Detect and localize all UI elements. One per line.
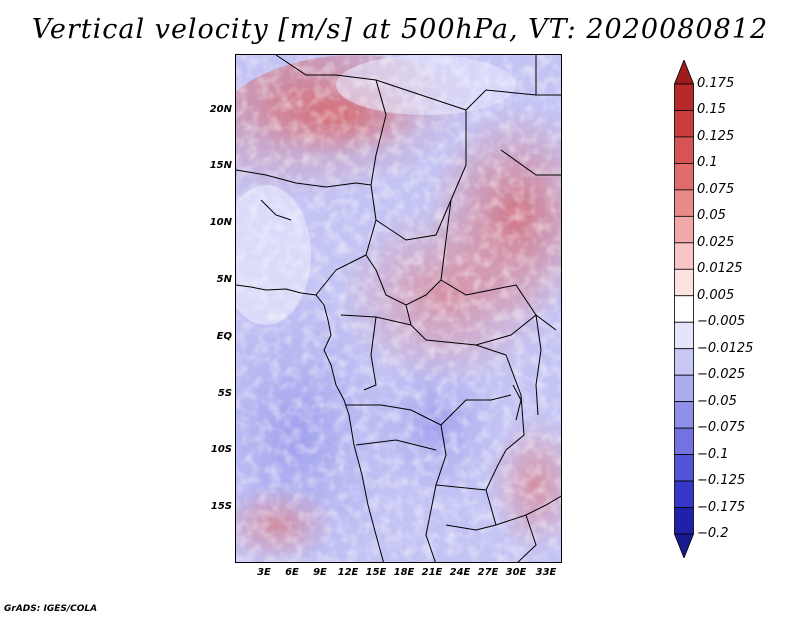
lat-tick-label: 10S [210, 444, 232, 455]
colorbar-swatch [674, 110, 694, 138]
colorbar-swatch [674, 295, 694, 323]
colorbar [674, 60, 694, 558]
lon-tick-label: 24E [449, 567, 471, 578]
colorbar-swatch [674, 163, 694, 191]
colorbar-swatch [674, 136, 694, 164]
colorbar-swatch [674, 189, 694, 217]
colorbar-swatch [674, 454, 694, 482]
lat-tick-label: EQ [216, 331, 232, 342]
colorbar-label: −0.075 [697, 420, 746, 436]
colorbar-swatch [674, 348, 694, 376]
colorbar-label: 0.025 [697, 234, 735, 250]
colorbar-swatch [674, 507, 694, 535]
lat-tick-label: 10N [209, 217, 232, 228]
colorbar-swatch [674, 83, 694, 111]
colorbar-swatch [674, 480, 694, 508]
colorbar-label: 0.0125 [697, 261, 743, 277]
colorbar-label: 0.175 [697, 76, 735, 91]
grads-credit: GrADS: IGES/COLA [4, 604, 98, 614]
colorbar-label: −0.025 [697, 367, 746, 383]
lat-tick-label: 15S [210, 501, 232, 512]
lat-tick-label: 20N [209, 104, 232, 115]
lon-tick-label: 15E [365, 567, 387, 578]
colorbar-label: 0.1 [697, 155, 718, 171]
colorbar-swatch [674, 533, 694, 558]
lon-tick-label: 6E [285, 567, 299, 578]
colorbar-label: −0.005 [697, 314, 746, 330]
lon-tick-label: 27E [477, 567, 499, 578]
colorbar-swatch [674, 321, 694, 350]
colorbar-swatch [674, 242, 694, 270]
colorbar-swatch [674, 268, 694, 297]
colorbar-swatch [674, 374, 694, 403]
colorbar-swatch [674, 427, 694, 455]
lat-tick-label: 15N [209, 160, 232, 171]
colorbar-label: 0.05 [697, 208, 726, 224]
colorbar-label: 0.15 [697, 102, 726, 118]
colorbar-label: −0.2 [697, 526, 729, 541]
lon-tick-label: 12E [337, 567, 359, 578]
lon-tick-label: 18E [393, 567, 415, 578]
colorbar-swatch [674, 215, 694, 244]
colorbar-label: 0.005 [697, 287, 735, 303]
lon-tick-label: 21E [421, 567, 443, 578]
colorbar-label: −0.175 [697, 499, 746, 515]
colorbar-swatch [674, 401, 694, 429]
map-plot-area [235, 54, 562, 563]
colorbar-label: −0.05 [697, 393, 737, 409]
colorbar-label: −0.1 [697, 446, 729, 462]
map-title: Vertical velocity [m/s] at 500hPa, VT: 2… [31, 14, 769, 45]
lon-tick-label: 3E [257, 567, 271, 578]
lon-tick-label: 33E [535, 567, 557, 578]
colorbar-label: −0.0125 [697, 340, 754, 356]
map-field [236, 55, 561, 562]
lat-tick-label: 5N [216, 274, 232, 285]
lon-tick-label: 30E [505, 567, 527, 578]
colorbar-swatch [674, 60, 694, 85]
colorbar-label: 0.125 [697, 128, 735, 144]
lat-tick-label: 5S [217, 388, 232, 399]
colorbar-label: 0.075 [697, 181, 735, 197]
lon-tick-label: 9E [313, 567, 327, 578]
colorbar-label: −0.125 [697, 473, 746, 489]
